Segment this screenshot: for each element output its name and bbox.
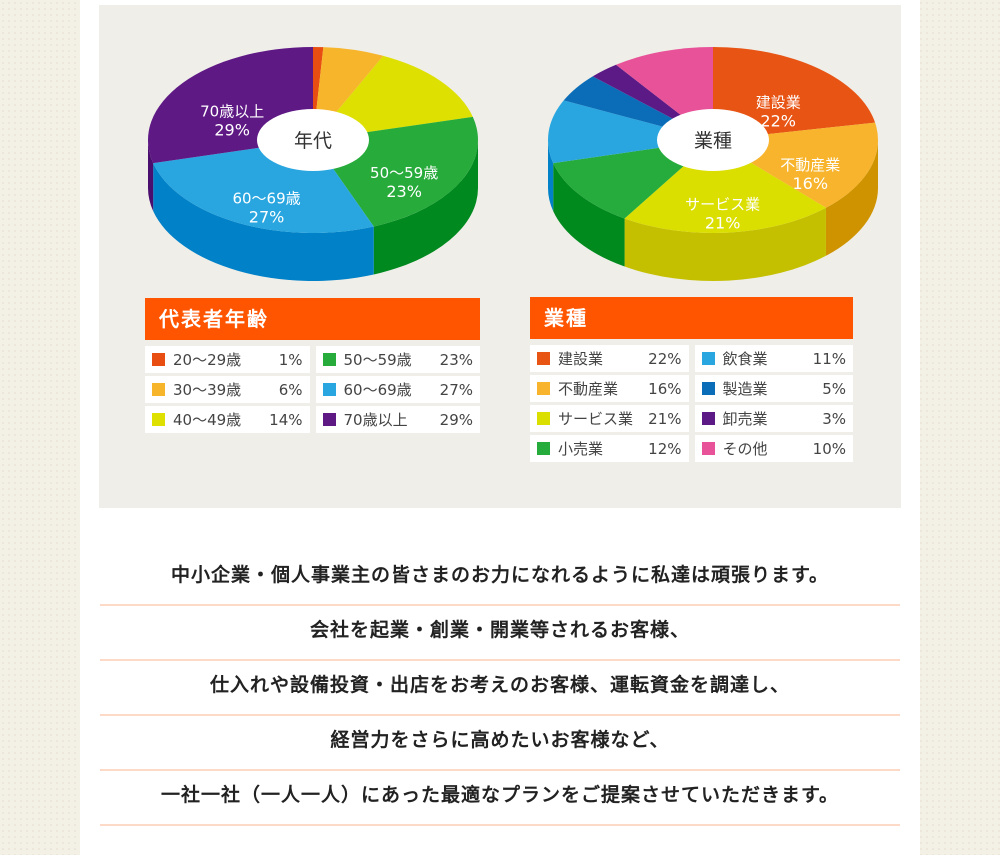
- pie-slice-label: 70歳以上: [200, 103, 264, 121]
- legend-swatch: [701, 442, 715, 455]
- pie-side-1: [825, 140, 878, 256]
- legend-swatch: [152, 383, 165, 396]
- legend-label: 不動産業: [558, 380, 619, 398]
- pie-slice-label: 60〜69歳: [232, 189, 300, 207]
- message-line: 中小企業・個人事業主の皆さまのお力になれるように私達は頑張ります。: [100, 551, 900, 606]
- legend-label: 小売業: [558, 440, 604, 458]
- legend-swatch: [322, 353, 336, 366]
- legend-label: 50〜59歳: [343, 351, 412, 369]
- legend-item: 30〜39歳 6%: [145, 376, 310, 403]
- legend-swatch: [537, 352, 550, 365]
- pie-slice-label: サービス業: [685, 195, 760, 213]
- legend-swatch: [537, 442, 550, 455]
- legend-value: 14%: [269, 410, 303, 429]
- legend-value: 11%: [812, 349, 846, 368]
- legend-swatch: [322, 383, 336, 396]
- legend-item: その他 10%: [694, 435, 853, 462]
- legend-item: 卸売業 3%: [694, 405, 853, 432]
- legend-title: 業種: [530, 297, 853, 339]
- pie-center-hub: [657, 109, 769, 171]
- pie-slice: [548, 100, 713, 164]
- pie-center-label: 業種: [694, 130, 732, 152]
- message-line: 会社を起業・創業・開業等されるお客様、: [100, 606, 900, 661]
- legend-swatch: [701, 412, 715, 425]
- legend-item: サービス業 21%: [530, 405, 689, 432]
- legend-value: 6%: [278, 380, 303, 399]
- pie-side-3: [553, 163, 625, 267]
- legend-swatch: [152, 353, 165, 366]
- legend-value: 29%: [439, 410, 473, 429]
- pie-slice-value: 22%: [760, 112, 796, 131]
- legend-item: 20〜29歳 1%: [145, 346, 310, 373]
- legend-label: 製造業: [722, 380, 768, 398]
- legend-label: その他: [722, 440, 768, 458]
- legend-label: 卸売業: [722, 410, 768, 428]
- pie-slice-label: 建設業: [756, 94, 801, 112]
- legend-swatch: [537, 412, 550, 425]
- pie-slice-value: 29%: [214, 121, 250, 140]
- legend-item: 建設業 22%: [530, 345, 689, 372]
- pie-center-label: 年代: [294, 130, 332, 152]
- pie-slice-label: 不動産業: [780, 156, 840, 174]
- legend-item: 飲食業 11%: [694, 345, 853, 372]
- legend-value: 22%: [648, 349, 682, 368]
- pie-side-4: [548, 140, 554, 212]
- pie-slice-value: 23%: [386, 182, 422, 201]
- legend-value: 3%: [822, 409, 846, 428]
- pie-slice-value: 27%: [249, 207, 285, 226]
- legend-item: 50〜59歳 23%: [315, 346, 480, 373]
- pie-slice: [624, 140, 826, 233]
- industry-legend: 業種 建設業 22% 不動産業 16% サービス業 21% 小売業 12% 飲食業 11% 製造業 5…: [530, 297, 853, 462]
- legend-value: 5%: [822, 379, 846, 398]
- legend-value: 27%: [439, 380, 473, 399]
- legend-swatch: [701, 352, 715, 365]
- legend-value: 21%: [648, 409, 682, 428]
- legend-item: 小売業 12%: [530, 435, 689, 462]
- legend-swatch: [322, 413, 336, 426]
- message-line: 経営力をさらに高めたいお客様など、: [100, 716, 900, 771]
- message-line: 仕入れや設備投資・出店をお考えのお客様、運転資金を調達し、: [100, 661, 900, 716]
- legend-label: 60〜69歳: [343, 381, 412, 399]
- legend-swatch: [537, 382, 550, 395]
- legend-value: 12%: [648, 439, 682, 458]
- legend-item: 製造業 5%: [694, 375, 853, 402]
- legend-swatch: [152, 413, 165, 426]
- pie-side-2: [624, 207, 826, 282]
- legend-label: 70歳以上: [343, 411, 408, 429]
- pie-side-4: [153, 163, 374, 281]
- legend-value: 10%: [812, 439, 846, 458]
- chart-panel: 50〜59歳 23% 60〜69歳 27% 70歳以上 29% 年代 建設業 22% 不動産業 1…: [99, 5, 901, 508]
- age-legend: 代表者年齢 20〜29歳 1% 30〜39歳 6% 40〜49歳 14% 50〜59歳 23%…: [145, 298, 480, 433]
- pie-slice-label: 50〜59歳: [370, 164, 438, 182]
- pie-slice-value: 21%: [705, 213, 741, 232]
- pie-side-3: [373, 140, 478, 275]
- legend-label: 飲食業: [722, 350, 768, 368]
- legend-value: 23%: [439, 350, 473, 369]
- legend-label: 建設業: [558, 350, 604, 368]
- legend-label: サービス業: [558, 410, 634, 428]
- legend-item: 70歳以上 29%: [315, 406, 480, 433]
- message-line: 一社一社（一人一人）にあった最適なプランをご提案させていただきます。: [100, 771, 900, 826]
- legend-grid: 20〜29歳 1% 30〜39歳 6% 40〜49歳 14% 50〜59歳 23% 60〜69歳…: [145, 346, 480, 433]
- legend-item: 不動産業 16%: [530, 375, 689, 402]
- legend-label: 30〜39歳: [173, 381, 242, 399]
- pie-slice: [713, 47, 876, 140]
- pie-side-5: [148, 140, 154, 212]
- legend-title: 代表者年齢: [145, 298, 480, 340]
- legend-item: 40〜49歳 14%: [145, 406, 310, 433]
- pie-slice-value: 16%: [793, 174, 829, 193]
- legend-item: 60〜69歳 27%: [315, 376, 480, 403]
- legend-label: 20〜29歳: [173, 351, 242, 369]
- pie-center-hub: [257, 109, 369, 171]
- legend-value: 1%: [278, 350, 303, 369]
- legend-grid: 建設業 22% 不動産業 16% サービス業 21% 小売業 12% 飲食業 11% 製造業 5% 卸売…: [530, 345, 853, 462]
- legend-label: 40〜49歳: [173, 411, 242, 429]
- legend-swatch: [701, 382, 715, 395]
- legend-value: 16%: [648, 379, 682, 398]
